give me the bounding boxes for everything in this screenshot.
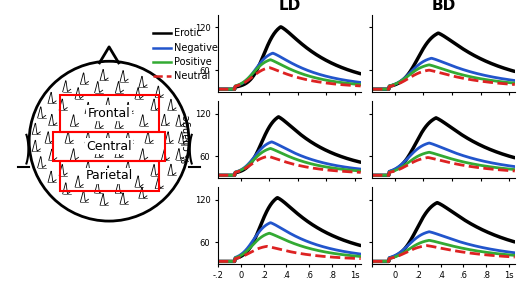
Text: Positive: Positive — [174, 57, 212, 67]
Bar — [59, 95, 159, 132]
Text: Erotic: Erotic — [174, 28, 202, 38]
Text: Parietal: Parietal — [85, 169, 133, 183]
Bar — [53, 132, 165, 161]
Bar — [59, 161, 159, 191]
Title: BD: BD — [431, 0, 456, 13]
Text: Neutral: Neutral — [174, 71, 210, 81]
Text: Negative: Negative — [174, 43, 218, 53]
Title: LD: LD — [278, 0, 301, 13]
Text: Frontal: Frontal — [88, 107, 131, 120]
Y-axis label: % change: % change — [182, 115, 192, 163]
Text: Central: Central — [86, 140, 132, 153]
